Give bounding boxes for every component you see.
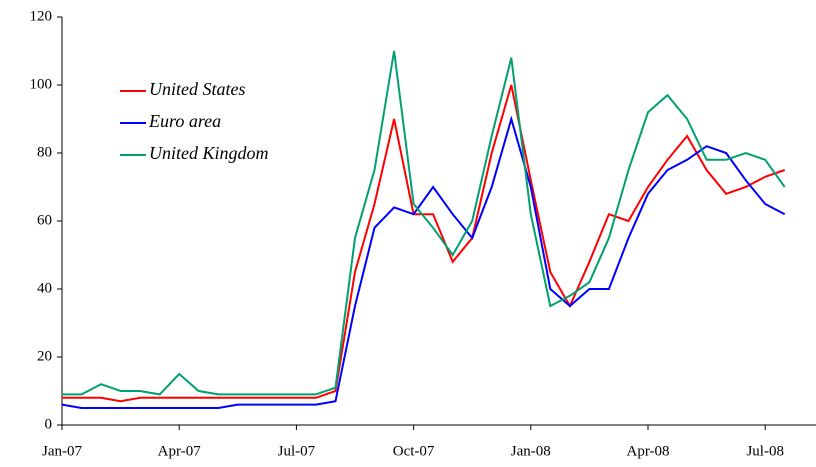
y-tick-label: 120 bbox=[30, 8, 53, 24]
legend-label: United States bbox=[149, 79, 246, 99]
legend-label: United Kingdom bbox=[149, 143, 269, 163]
x-tick-label: Jul-07 bbox=[278, 443, 316, 459]
x-tick-label: Apr-07 bbox=[158, 443, 202, 459]
x-tick-label: Jan-07 bbox=[42, 443, 82, 459]
series-line bbox=[61, 115, 786, 409]
y-tick-label: 20 bbox=[37, 348, 52, 364]
legend-label: Euro area bbox=[148, 111, 221, 131]
x-tick-label: Oct-07 bbox=[393, 443, 435, 459]
x-tick-label: Jan-08 bbox=[511, 443, 551, 459]
y-tick-label: 100 bbox=[30, 76, 53, 92]
y-tick-label: 80 bbox=[37, 144, 52, 160]
series-line bbox=[62, 50, 786, 396]
series-line bbox=[62, 84, 786, 403]
x-tick-label: Jul-08 bbox=[746, 443, 784, 459]
x-tick-label: Apr-08 bbox=[626, 443, 669, 459]
y-tick-label: 0 bbox=[45, 416, 53, 432]
y-tick-label: 40 bbox=[37, 280, 52, 296]
y-tick-label: 60 bbox=[37, 212, 52, 228]
